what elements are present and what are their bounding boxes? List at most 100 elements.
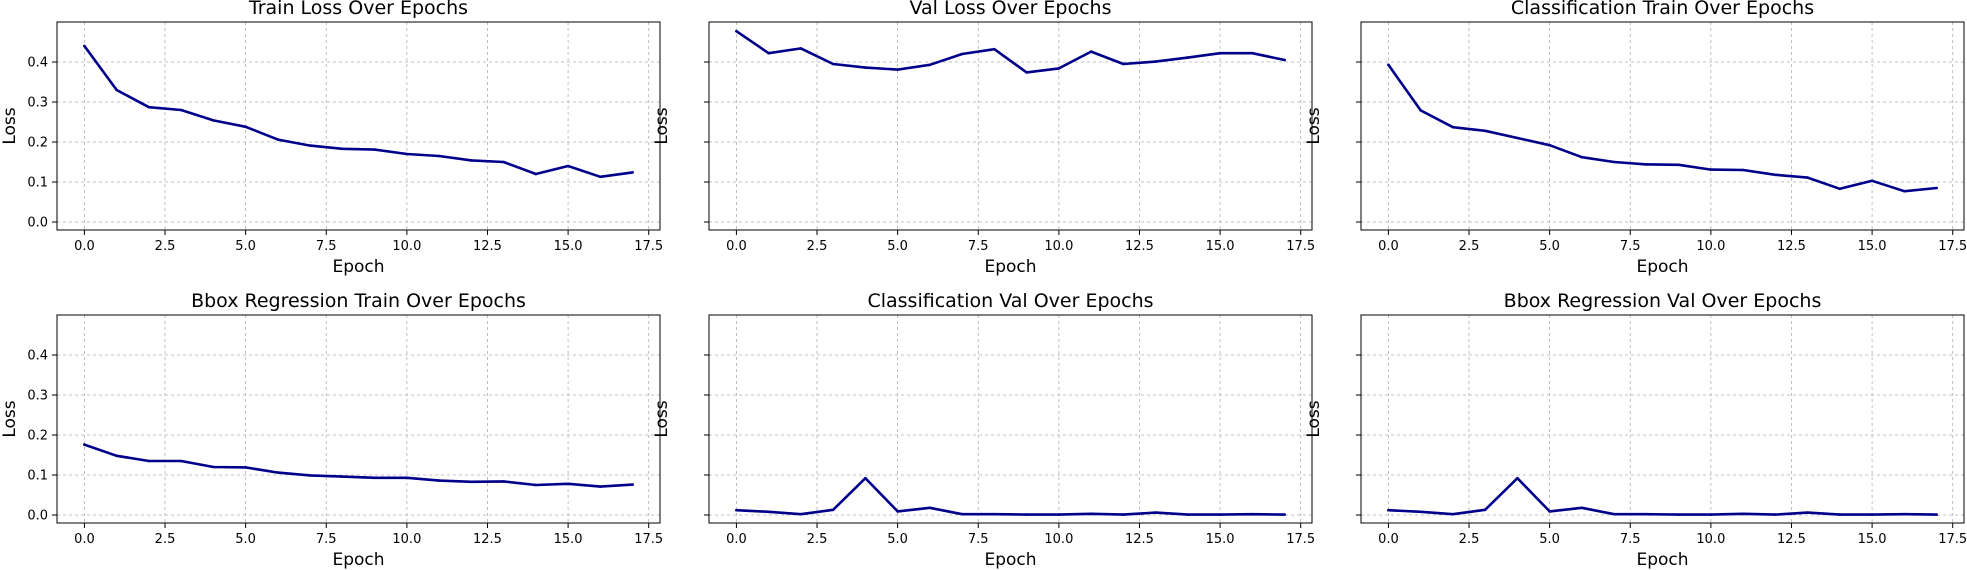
- data-point: [535, 173, 538, 176]
- x-tick-label: 12.5: [1777, 532, 1806, 547]
- chart-title: Bbox Regression Val Over Epochs: [1504, 290, 1822, 312]
- x-axis-label: Epoch: [332, 550, 384, 570]
- chart-title: Val Loss Over Epochs: [909, 0, 1111, 19]
- x-tick-label: 5.0: [1539, 239, 1560, 254]
- series-line: [736, 31, 1284, 72]
- axes-frame: [709, 315, 1312, 523]
- x-tick-label: 2.5: [807, 239, 828, 254]
- data-point: [1871, 180, 1874, 183]
- data-point: [1742, 513, 1745, 516]
- x-tick-label: 0.0: [726, 239, 747, 254]
- data-point: [1613, 161, 1616, 164]
- x-tick-label: 7.5: [1620, 532, 1641, 547]
- data-point: [502, 480, 505, 483]
- axes-frame: [57, 315, 660, 523]
- y-tick-label: 0.2: [27, 429, 48, 444]
- x-tick-label: 15.0: [554, 532, 583, 547]
- x-tick-label: 10.0: [1696, 239, 1725, 254]
- data-point: [1122, 513, 1125, 516]
- x-tick-label: 0.0: [726, 532, 747, 547]
- x-tick-label: 7.5: [316, 239, 337, 254]
- data-point: [1774, 174, 1777, 177]
- data-point: [373, 477, 376, 480]
- y-tick-label: 0.0: [27, 509, 48, 524]
- x-tick-label: 10.0: [1696, 532, 1725, 547]
- x-tick-label: 17.5: [1286, 239, 1315, 254]
- x-tick-label: 5.0: [887, 239, 908, 254]
- series-line: [84, 46, 632, 177]
- data-point: [1283, 513, 1286, 516]
- x-tick-label: 10.0: [392, 532, 421, 547]
- x-tick-label: 0.0: [74, 532, 95, 547]
- y-axis-label: Loss: [0, 400, 20, 437]
- data-point: [896, 68, 899, 71]
- chart-title: Classification Val Over Epochs: [867, 290, 1153, 312]
- y-axis-label: Loss: [652, 400, 672, 437]
- data-point: [1806, 176, 1809, 179]
- x-tick-label: 5.0: [1539, 532, 1560, 547]
- axes-frame: [57, 22, 660, 230]
- x-tick-label: 7.5: [316, 532, 337, 547]
- x-axis-label: Epoch: [984, 550, 1036, 570]
- data-point: [1058, 513, 1061, 516]
- x-tick-label: 12.5: [473, 532, 502, 547]
- data-point: [1387, 509, 1390, 512]
- data-point: [1645, 513, 1648, 516]
- data-point: [1516, 477, 1519, 480]
- data-point: [1742, 169, 1745, 172]
- y-tick-label: 0.4: [27, 56, 48, 71]
- x-tick-label: 2.5: [1459, 532, 1480, 547]
- y-tick-label: 0.1: [27, 176, 48, 191]
- data-point: [1581, 507, 1584, 510]
- data-point: [1187, 513, 1190, 516]
- y-tick-label: 0.2: [27, 136, 48, 151]
- data-point: [1090, 513, 1093, 516]
- x-tick-label: 2.5: [155, 239, 176, 254]
- data-point: [993, 48, 996, 51]
- data-point: [1122, 63, 1125, 66]
- data-point: [180, 109, 183, 112]
- data-point: [277, 138, 280, 141]
- chart-title: Classification Train Over Epochs: [1511, 0, 1814, 19]
- data-point: [961, 513, 964, 516]
- data-point: [1219, 513, 1222, 516]
- data-point: [993, 513, 996, 516]
- data-point: [1806, 511, 1809, 514]
- data-point: [115, 89, 118, 92]
- data-point: [1251, 513, 1254, 516]
- subplot-4: 0.0 2.5 5.0 7.5 10.0 12.5 15.0 17.50.00.10.20.3…: [0, 290, 663, 570]
- data-point: [470, 481, 473, 484]
- data-point: [438, 155, 441, 158]
- data-point: [212, 466, 215, 469]
- x-tick-label: 12.5: [473, 239, 502, 254]
- series-line: [84, 445, 632, 487]
- x-tick-label: 7.5: [1620, 239, 1641, 254]
- data-point: [599, 176, 602, 179]
- data-point: [438, 479, 441, 482]
- data-point: [83, 45, 86, 48]
- y-axis-label: Loss: [652, 107, 672, 144]
- subplot-1: 0.0 2.5 5.0 7.5 10.0 12.5 15.0 17.5 0.0 0.1 0.2 0.3…: [0, 0, 663, 277]
- data-point: [800, 513, 803, 516]
- y-axis-label: Loss: [0, 107, 20, 144]
- x-tick-label: 10.0: [392, 239, 421, 254]
- data-point: [1484, 130, 1487, 133]
- data-point: [1025, 71, 1028, 74]
- data-point: [1935, 187, 1938, 190]
- y-tick-label: 0.3: [27, 389, 48, 404]
- x-axis-label: Epoch: [1636, 257, 1688, 277]
- data-point: [535, 484, 538, 487]
- subplot-2: 0.0 2.5 5.0 7.5 10.0 12.5 15.0 17.5 Val Loss Ove…: [652, 0, 1315, 277]
- data-point: [832, 63, 835, 66]
- y-tick-label: 0.0: [27, 216, 48, 231]
- x-tick-label: 17.5: [634, 239, 663, 254]
- x-tick-label: 0.0: [1378, 532, 1399, 547]
- data-point: [502, 161, 505, 164]
- data-point: [735, 30, 738, 33]
- x-tick-label: 7.5: [968, 239, 989, 254]
- x-tick-label: 5.0: [887, 532, 908, 547]
- data-point: [567, 165, 570, 168]
- x-tick-label: 15.0: [1206, 239, 1235, 254]
- data-point: [1219, 52, 1222, 55]
